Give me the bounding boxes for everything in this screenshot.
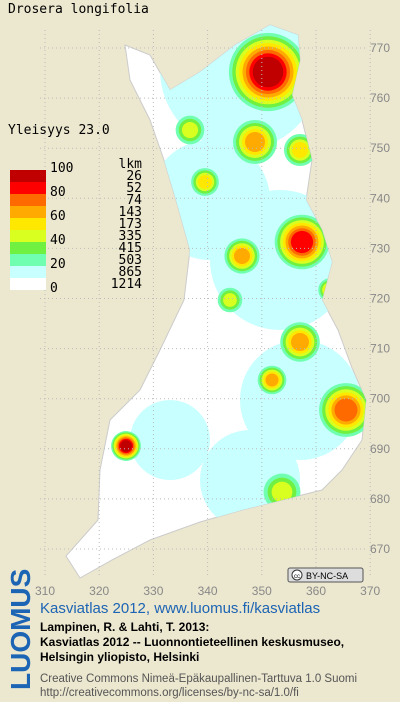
hotspot	[290, 230, 314, 254]
y-tick-label: 740	[370, 191, 390, 205]
legend-swatch	[10, 194, 46, 206]
count: 415	[119, 241, 142, 256]
count: 865	[119, 265, 142, 280]
scale-label: 100	[50, 161, 73, 176]
scale-label: 0	[50, 281, 58, 296]
y-tick-label: 690	[370, 442, 390, 456]
svg-text:cc: cc	[294, 574, 300, 580]
legend: 100 80 60 40 20 0 lkm2652741431733354155038651…	[10, 157, 142, 296]
scale-label: 60	[50, 209, 66, 224]
hotspot	[245, 132, 265, 152]
hotspot	[234, 248, 250, 264]
y-tick-label: 770	[370, 41, 390, 55]
scale-label: 40	[50, 233, 66, 248]
species-title: Drosera longifolia	[8, 2, 149, 17]
hotspot	[223, 293, 237, 307]
y-tick-label: 730	[370, 241, 390, 255]
count: 335	[119, 229, 142, 244]
hotspot	[334, 398, 358, 422]
hotspot	[198, 175, 212, 189]
count-header: lkm	[119, 157, 143, 172]
x-tick-label: 340	[198, 584, 218, 598]
y-tick-label: 720	[370, 292, 390, 306]
hotspot	[252, 56, 284, 88]
y-tick-label: 680	[370, 492, 390, 506]
legend-swatch	[10, 254, 46, 266]
legend-swatch	[10, 182, 46, 194]
logo: LUOMUS	[5, 569, 36, 690]
cc-badge: cc BY-NC-SA	[287, 567, 364, 583]
count: 143	[119, 205, 142, 220]
legend-swatch	[10, 170, 46, 182]
count: 52	[126, 181, 142, 196]
scale-label: 20	[50, 257, 66, 272]
y-tick-label: 700	[370, 392, 390, 406]
count: 503	[119, 253, 142, 268]
license-line: Creative Commons Nimeä-Epäkaupallinen-Ta…	[40, 673, 357, 685]
legend-swatch	[10, 230, 46, 242]
x-tick-label: 320	[89, 584, 109, 598]
y-tick-label: 710	[370, 342, 390, 356]
x-tick-label: 310	[35, 584, 55, 598]
frequency: Yleisyys 23.0	[8, 123, 110, 138]
hotspot	[292, 142, 308, 158]
x-tick-label: 360	[306, 584, 326, 598]
legend-swatch	[10, 266, 46, 278]
x-tick-label: 370	[360, 584, 380, 598]
y-tick-label: 670	[370, 542, 390, 556]
hotspot	[265, 373, 279, 387]
count: 74	[126, 193, 142, 208]
x-tick-label: 330	[143, 584, 163, 598]
hotspot	[291, 333, 309, 351]
license-line: http://creativecommons.org/licenses/by-n…	[40, 687, 299, 699]
x-tick-label: 350	[252, 584, 272, 598]
legend-swatch	[10, 242, 46, 254]
y-tick-label: 750	[370, 141, 390, 155]
hotspot	[181, 121, 199, 139]
hotspot	[271, 481, 293, 503]
citation-line: Lampinen, R. & Lahti, T. 2013:	[40, 620, 209, 634]
y-tick-label: 760	[370, 91, 390, 105]
grid: 310 320 330 340 350 360 3707707607507407307207…	[35, 30, 390, 598]
legend-swatch	[10, 278, 46, 290]
badge-text: BY-NC-SA	[306, 571, 348, 581]
legend-swatch	[10, 206, 46, 218]
source: Kasviatlas 2012, www.luomus.fi/kasviatla…	[40, 600, 320, 617]
count: 1214	[111, 277, 142, 292]
area	[130, 400, 210, 480]
legend-swatch	[10, 218, 46, 230]
count: 26	[126, 169, 142, 184]
count: 173	[119, 217, 142, 232]
scale-label: 80	[50, 185, 66, 200]
citation-line: Helsingin yliopisto, Helsinki	[40, 650, 199, 664]
citation-line: Kasviatlas 2012 -- Luonnontieteellinen k…	[40, 635, 344, 649]
hotspot	[120, 440, 132, 452]
